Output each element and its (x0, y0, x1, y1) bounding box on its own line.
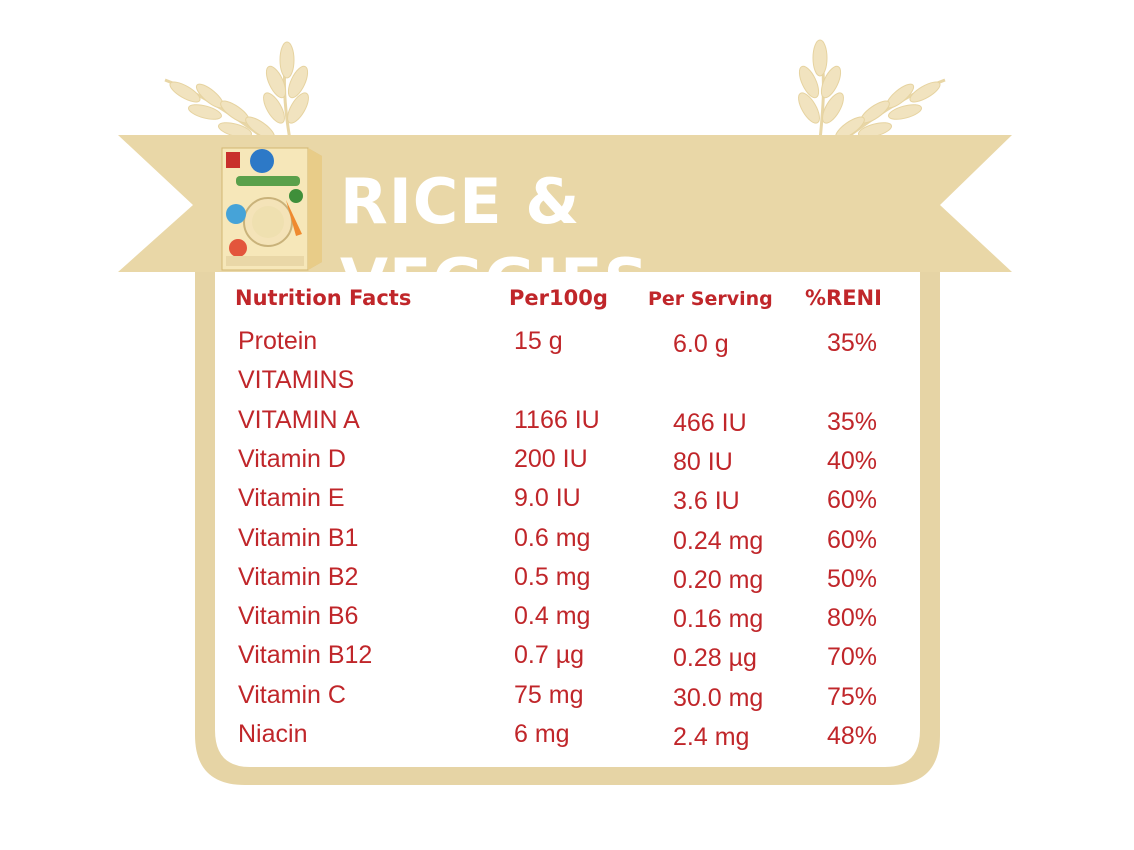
per100g-value: 75 mg (514, 680, 584, 709)
per100g-value: 9.0 IU (514, 484, 581, 513)
per-serving-value: 0.20 mg (673, 565, 764, 594)
per-serving-value: 30.0 mg (673, 683, 764, 712)
nutrient-name: Vitamin B6 (238, 602, 359, 631)
cereal-box-icon (221, 147, 322, 271)
per-serving-value: 80 IU (673, 447, 733, 476)
reni-value: 80% (827, 604, 878, 633)
per-serving-value: 3.6 IU (673, 487, 740, 516)
page-title: RICE & VEGGIES (340, 165, 650, 318)
nutrient-name: Vitamin B12 (238, 641, 373, 670)
per100g-value: 0.6 mg (514, 523, 591, 552)
per-serving-value: 466 IU (673, 408, 747, 437)
panel-inner (215, 265, 920, 767)
nutrient-name: Vitamin C (238, 680, 346, 709)
reni-value: 35% (827, 329, 878, 357)
wheat-right-icon (798, 39, 946, 152)
reni-value: 40% (827, 446, 878, 475)
reni-value: 48% (827, 722, 878, 750)
per-serving-value: 6.0 g (673, 330, 729, 358)
reni-value: 60% (827, 525, 878, 554)
per-serving-value: 0.28 µg (673, 644, 757, 673)
reni-value: 35% (827, 407, 878, 436)
per100g-value: 0.4 mg (514, 602, 591, 631)
wheat-left-icon (164, 41, 309, 152)
nutrient-name: VITAMINS (238, 366, 355, 395)
header-per100g: Per100g (509, 286, 608, 310)
nutrient-name: VITAMIN A (238, 405, 360, 434)
title-banner (118, 135, 1012, 272)
per-serving-value: 0.24 mg (673, 526, 764, 555)
nutrient-name: Protein (238, 327, 318, 355)
reni-value: 70% (827, 643, 878, 672)
per100g-value: 6 mg (514, 720, 570, 748)
header-reni: %RENI (805, 286, 882, 310)
per100g-value: 200 IU (514, 444, 588, 473)
nutrient-name: Vitamin B2 (238, 562, 359, 591)
per100g-value: 15 g (514, 327, 563, 355)
per-serving-value: 2.4 mg (673, 723, 750, 751)
reni-value: 50% (827, 564, 878, 593)
nutrient-name: Vitamin B1 (238, 523, 359, 552)
nutrient-name: Niacin (238, 720, 308, 748)
per100g-value: 1166 IU (514, 405, 600, 434)
per100g-value: 0.7 µg (514, 641, 585, 670)
header-nutrition-facts: Nutrition Facts (235, 286, 412, 310)
nutrient-name: Vitamin E (238, 484, 345, 513)
per100g-value: 0.5 mg (514, 562, 591, 591)
header-per-serving: Per Serving (648, 288, 773, 310)
reni-value: 60% (827, 486, 878, 515)
per-serving-value: 0.16 mg (673, 605, 764, 634)
nutrient-name: Vitamin D (238, 444, 346, 473)
reni-value: 75% (827, 682, 878, 711)
